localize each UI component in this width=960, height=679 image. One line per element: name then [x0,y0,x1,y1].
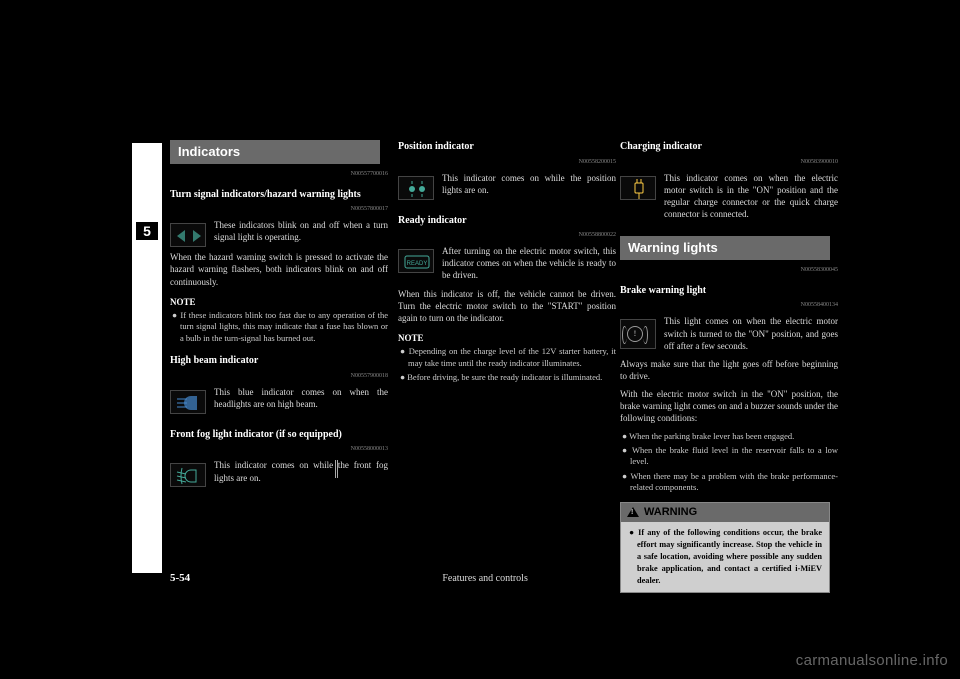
code: N00558200015 [398,158,616,166]
warning-label: WARNING [644,505,697,520]
column-1: Indicators N00557700016 Turn signal indi… [170,140,388,491]
watermark: carmanualsonline.info [796,652,948,669]
margin-mark [335,460,338,478]
bullet: ● When the parking brake lever has been … [620,431,838,442]
body-text: This indicator comes on while the positi… [442,172,616,198]
fog-light-icon [170,463,206,487]
bullet-text: When the brake fluid level in the reserv… [630,445,838,466]
bullet: ● When the brake fluid level in the rese… [620,445,838,468]
high-beam-heading: High beam indicator [170,354,388,368]
fog-light-heading: Front fog light indicator (if so equippe… [170,428,388,442]
body-text: Always make sure that the light goes off… [620,358,838,382]
code: N00558000013 [170,445,388,453]
chapter-number: 5 [136,222,158,240]
page-number: 5-54 [170,572,190,584]
note-text: Before driving, be sure the ready indica… [407,372,602,382]
position-light-icon [398,176,434,200]
code: N00558800022 [398,231,616,239]
ready-icon: READY [398,249,434,273]
charging-heading: Charging indicator [620,140,838,154]
footer-section-title: Features and controls [190,573,780,584]
body-text: This blue indicator comes on when the he… [214,386,388,412]
body-text: These indicators blink on and off when a… [214,219,388,243]
code: N00558300045 [620,266,838,274]
turn-signal-heading: Turn signal indicators/hazard warning li… [170,188,388,202]
bullet-text: When there may be a problem with the bra… [630,471,838,492]
code: N00583900010 [620,158,838,166]
body-text: After turning on the electric motor swit… [442,245,616,281]
body-text: This light comes on when the electric mo… [664,315,838,351]
code: N00558400134 [620,301,838,309]
note-text: Depending on the charge level of the 12V… [408,346,616,367]
body-text: When this indicator is off, the vehicle … [398,288,616,324]
bullet-text: When the parking brake lever has been en… [629,431,794,441]
warning-lights-header: Warning lights [620,236,830,260]
page-footer: 5-54 Features and controls [170,572,820,584]
note-label: NOTE [170,296,388,308]
note-bullet: ● If these indicators blink too fast due… [170,310,388,344]
position-heading: Position indicator [398,140,616,154]
note-label: NOTE [398,332,616,344]
side-tab [132,143,162,573]
note-bullet: ● Before driving, be sure the ready indi… [398,372,616,383]
svg-text:READY: READY [407,261,428,267]
turn-signal-icon [170,223,206,247]
bullet: ● When there may be a problem with the b… [620,471,838,494]
indicators-header: Indicators [170,140,380,164]
warning-triangle-icon [627,507,639,517]
high-beam-icon [170,390,206,414]
body-text: This indicator comes on while the front … [214,459,388,485]
ready-heading: Ready indicator [398,214,616,228]
body-text: When the hazard warning switch is presse… [170,251,388,287]
brake-warning-heading: Brake warning light [620,284,838,298]
column-2: Position indicator N00558200015 This ind… [398,140,616,387]
warning-title-bar: WARNING [621,503,829,522]
code: N00557900018 [170,372,388,380]
brake-warning-icon: ! [620,319,656,349]
column-3: Charging indicator N00583900010 This ind… [620,140,838,593]
note-text: If these indicators blink too fast due t… [180,310,388,343]
body-text: This indicator comes on when the electri… [664,172,838,221]
code: N00557800017 [170,205,388,213]
note-bullet: ● Depending on the charge level of the 1… [398,346,616,369]
charging-plug-icon [620,176,656,200]
body-text: With the electric motor switch in the "O… [620,388,838,424]
code: N00557700016 [170,170,388,178]
